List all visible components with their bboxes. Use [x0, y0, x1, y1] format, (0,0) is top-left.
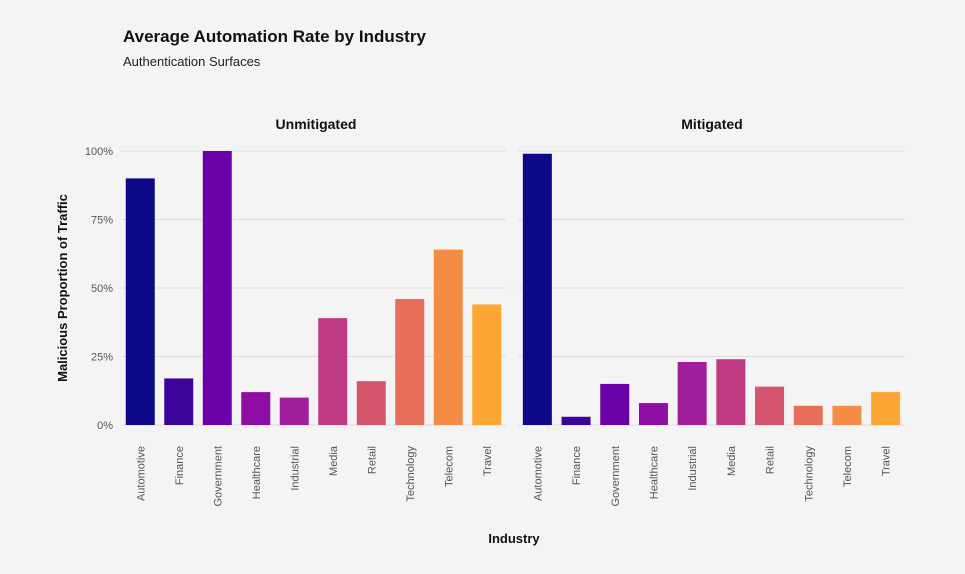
y-tick-label: 75% [91, 215, 113, 227]
x-tick-label: Retail [765, 446, 777, 474]
x-tick-label: Travel [482, 446, 494, 476]
bar-government [600, 383, 630, 425]
y-tick-label: 25% [91, 352, 113, 364]
x-axis-title: Industry [488, 531, 540, 546]
bar-travel [472, 304, 502, 425]
panel-title-unmitigated: Unmitigated [276, 116, 357, 132]
x-tick-label: Technology [803, 446, 815, 502]
bar-industrial [279, 397, 309, 425]
y-tick-label: 100% [85, 146, 113, 158]
x-tick-label: Media [726, 445, 738, 476]
bar-telecom [433, 249, 463, 425]
x-tick-label: Government [610, 446, 622, 507]
chart-title: Average Automation Rate by Industry [123, 27, 426, 46]
y-axis-title: Malicious Proportion of Traffic [55, 194, 70, 382]
x-tick-label: Retail [366, 446, 378, 474]
bar-healthcare [241, 392, 271, 425]
bar-industrial [677, 361, 707, 425]
bar-retail [755, 386, 785, 425]
x-tick-label: Travel [881, 446, 893, 476]
chart-subtitle: Authentication Surfaces [123, 54, 261, 69]
x-tick-label: Finance [174, 446, 186, 485]
x-tick-label: Automotive [532, 446, 544, 501]
bar-healthcare [638, 403, 668, 425]
x-tick-label: Healthcare [648, 446, 660, 499]
x-tick-label: Media [328, 445, 340, 476]
bar-retail [356, 381, 386, 425]
y-tick-label: 50% [91, 283, 113, 295]
bar-finance [164, 378, 194, 425]
x-tick-label: Automotive [135, 446, 147, 501]
x-tick-label: Industrial [687, 446, 699, 491]
bar-technology [793, 405, 823, 425]
y-tick-label: 0% [97, 420, 113, 432]
bar-travel [871, 392, 901, 425]
bar-automotive [125, 178, 155, 425]
bar-technology [395, 298, 425, 425]
x-tick-label: Government [212, 446, 224, 507]
x-tick-label: Healthcare [251, 446, 263, 499]
bar-government [202, 151, 232, 425]
panel-title-mitigated: Mitigated [681, 116, 742, 132]
bar-media [318, 318, 348, 425]
x-tick-label: Finance [571, 446, 583, 485]
x-tick-label: Technology [405, 446, 417, 502]
bar-media [716, 359, 746, 425]
bar-telecom [832, 405, 862, 425]
x-tick-label: Telecom [443, 446, 455, 487]
x-tick-label: Industrial [289, 446, 301, 491]
bar-automotive [522, 153, 552, 426]
bar-finance [561, 416, 591, 425]
x-tick-label: Telecom [842, 446, 854, 487]
